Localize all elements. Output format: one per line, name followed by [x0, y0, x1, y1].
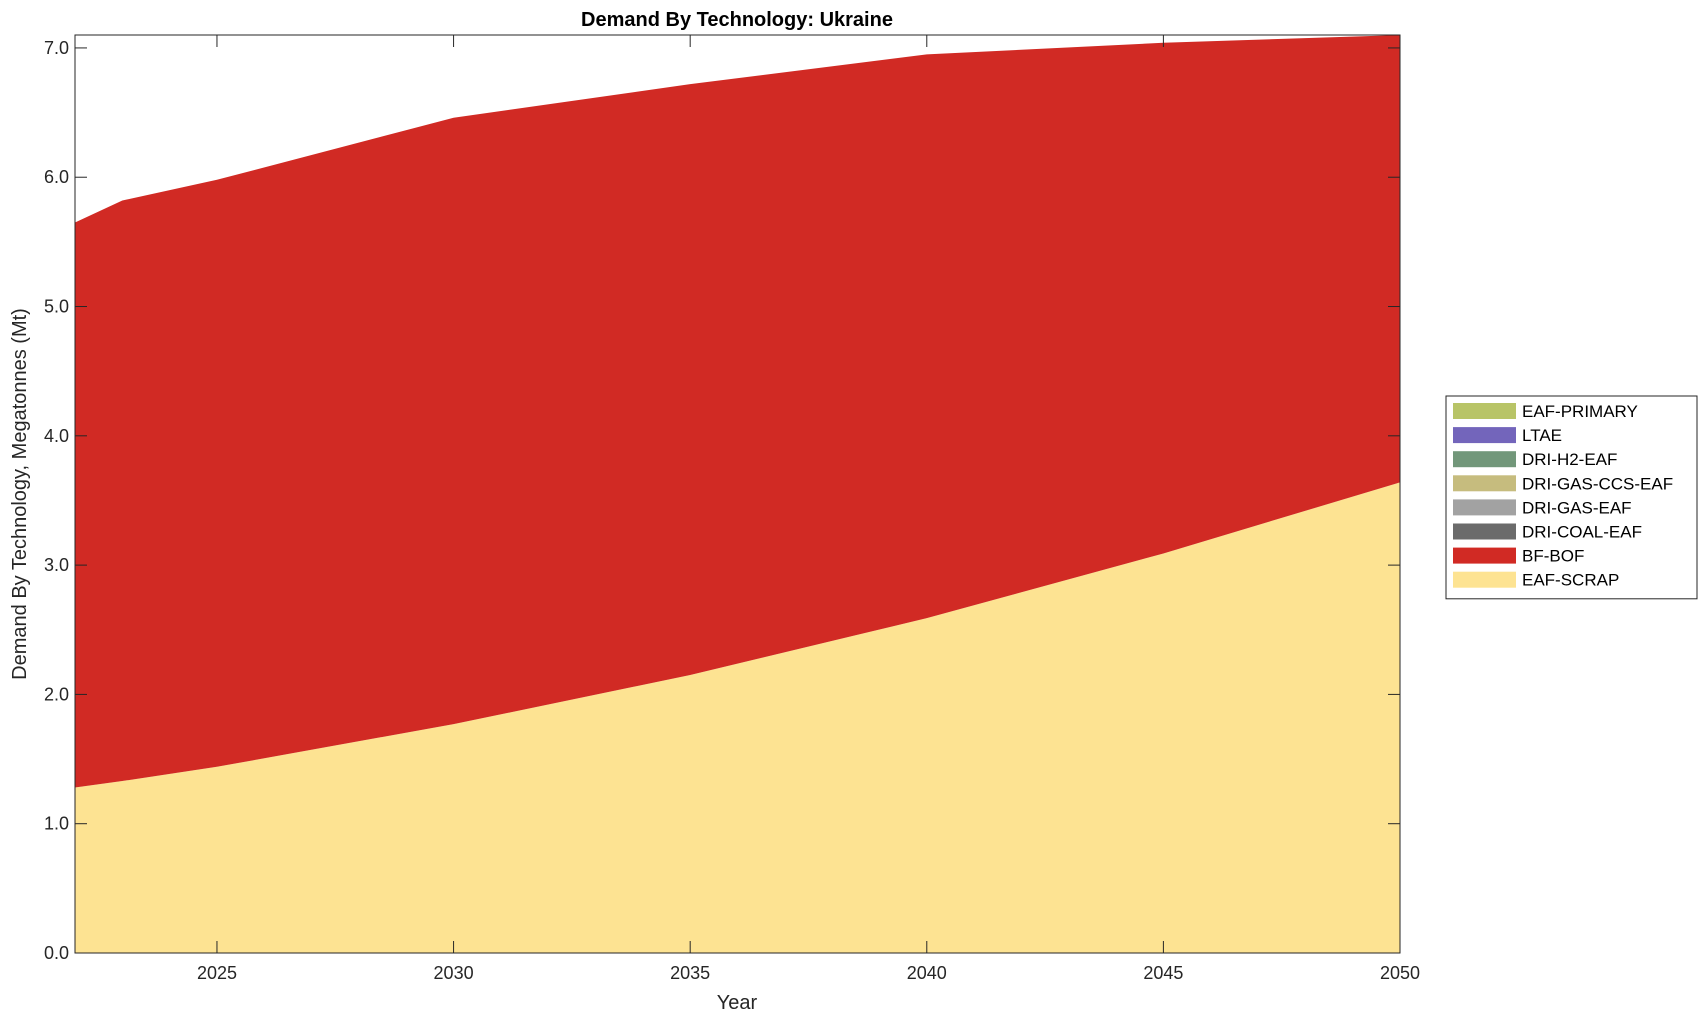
legend-swatch-bf-bof [1453, 547, 1516, 564]
y-tick-label: 2.0 [44, 684, 69, 704]
y-tick-label: 5.0 [44, 297, 69, 317]
y-tick-label: 7.0 [44, 38, 69, 58]
y-tick-label: 6.0 [44, 167, 69, 187]
x-axis: 2025 2030 2035 2040 2045 2050 [197, 35, 1420, 983]
y-axis-label: Demand By Technology, Megatonnes (Mt) [9, 308, 31, 680]
x-tick-label: 2040 [907, 963, 947, 983]
legend-label-dri-h2-eaf: DRI-H2-EAF [1522, 450, 1617, 469]
x-tick-label: 2030 [434, 963, 474, 983]
legend-swatch-dri-gas-eaf [1453, 499, 1516, 516]
legend-swatch-dri-gas-ccs-eaf [1453, 475, 1516, 492]
legend-swatch-dri-h2-eaf [1453, 451, 1516, 468]
x-tick-label: 2045 [1143, 963, 1183, 983]
y-tick-label: 3.0 [44, 555, 69, 575]
legend-label-bf-bof: BF-BOF [1522, 547, 1584, 566]
chart-title: Demand By Technology: Ukraine [581, 9, 893, 31]
legend-label-dri-coal-eaf: DRI-COAL-EAF [1522, 523, 1642, 542]
legend-label-dri-gas-eaf: DRI-GAS-EAF [1522, 498, 1632, 517]
y-tick-label: 0.0 [44, 943, 69, 963]
area-bf-bof [75, 35, 1400, 788]
y-tick-label: 1.0 [44, 814, 69, 834]
y-tick-label: 4.0 [44, 426, 69, 446]
legend-swatch-eaf-scrap [1453, 571, 1516, 588]
legend-swatch-dri-coal-eaf [1453, 523, 1516, 540]
x-tick-label: 2025 [197, 963, 237, 983]
legend-box [1445, 395, 1698, 600]
y-axis: 0.0 1.0 2.0 3.0 4.0 5.0 6.0 7.0 [44, 38, 1400, 963]
legend: EAF-PRIMARY LTAE DRI-H2-EAF DRI-GAS-CCS-EAF… [1445, 395, 1698, 600]
legend-label-dri-gas-ccs-eaf: DRI-GAS-CCS-EAF [1522, 474, 1673, 493]
legend-swatch-eaf-primary [1453, 403, 1516, 419]
x-tick-label: 2035 [670, 963, 710, 983]
area-eaf-scrap [75, 482, 1400, 953]
legend-swatch-ltae [1453, 427, 1516, 444]
x-tick-label: 2050 [1380, 963, 1420, 983]
legend-label-eaf-scrap: EAF-SCRAP [1522, 571, 1619, 590]
x-axis-label: Year [717, 992, 758, 1014]
plot-frame [74, 34, 1401, 954]
legend-label-eaf-primary: EAF-PRIMARY [1522, 402, 1638, 421]
area-layer [75, 35, 1400, 953]
legend-label-ltae: LTAE [1522, 426, 1562, 445]
